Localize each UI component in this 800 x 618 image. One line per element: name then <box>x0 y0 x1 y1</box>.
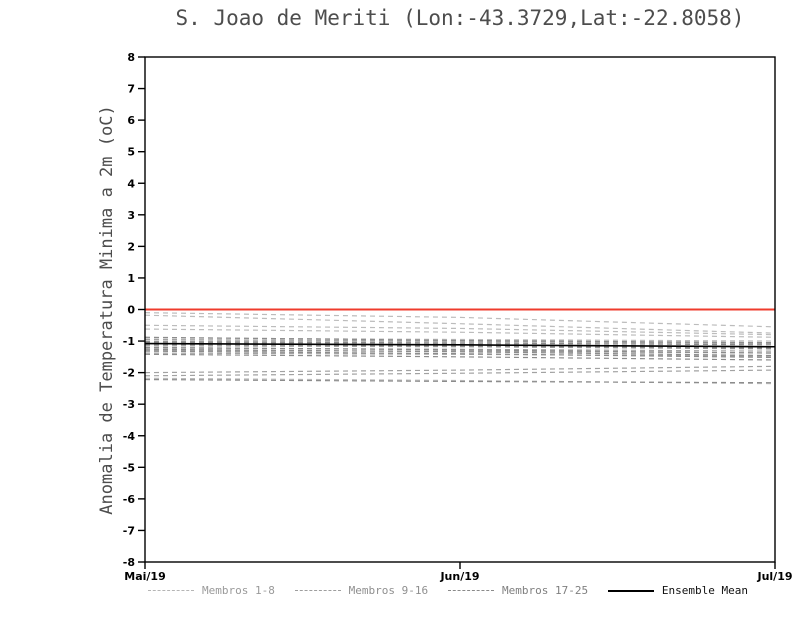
ensemble-member-line <box>144 338 776 345</box>
legend-label: Ensemble Mean <box>661 584 748 597</box>
chart-title: S. Joao de Meriti (Lon:-43.3729,Lat:-22.… <box>175 6 745 30</box>
ensemble-member-line <box>144 324 776 336</box>
y-tick-label: -2 <box>123 367 135 380</box>
y-tick-label: -6 <box>123 493 136 506</box>
legend-label: Membros 1-8 <box>202 584 275 597</box>
y-tick-label: 8 <box>127 51 135 64</box>
legend-item-membros-1-8: Membros 1-8 <box>148 584 275 597</box>
x-tick-label: Mai/19 <box>124 570 165 583</box>
y-tick-label: 1 <box>127 272 135 285</box>
legend-item-ensemble-mean: Ensemble Mean <box>607 584 748 597</box>
ensemble-member-line <box>144 312 776 328</box>
ensemble-member-line <box>144 378 776 384</box>
ensemble-member-line <box>144 345 776 350</box>
ensemble-member-line <box>144 328 776 338</box>
ensemble-member-line <box>144 348 776 357</box>
x-tick-label: Jun/19 <box>439 570 479 583</box>
legend-item-membros-17-25: Membros 17-25 <box>447 584 589 597</box>
ensemble-member-line <box>144 346 776 354</box>
y-tick-label: -8 <box>123 556 135 569</box>
x-tick-label: Jul/19 <box>756 570 792 583</box>
ensemble-member-line <box>144 369 776 377</box>
ensemble-member-line <box>144 314 776 334</box>
solid-line-swatch <box>607 589 654 592</box>
ensemble-mean-line <box>144 342 776 348</box>
dashed-line-swatch <box>294 590 341 591</box>
dashed-line-swatch <box>148 590 194 591</box>
ensemble-member-line <box>144 347 776 352</box>
legend: Membros 1-8 Membros 9-16 Membros 17-25 E… <box>148 584 748 597</box>
ensemble-member-line <box>144 352 776 357</box>
legend-label: Membros 17-25 <box>501 584 589 597</box>
ensemble-member-line <box>144 353 776 361</box>
ensemble-member-line <box>144 336 776 344</box>
y-tick-label: 3 <box>127 209 135 222</box>
ensemble-member-line <box>144 341 776 346</box>
y-tick-label: -7 <box>123 524 135 537</box>
y-tick-label: -1 <box>123 335 135 348</box>
dashed-line-swatch <box>447 590 494 591</box>
legend-label: Membros 9-16 <box>348 584 429 597</box>
legend-item-membros-9-16: Membros 9-16 <box>294 584 429 597</box>
ensemble-member-line <box>144 365 776 374</box>
ensemble-member-line <box>144 350 776 359</box>
y-tick-label: -3 <box>123 398 135 411</box>
y-tick-label: 7 <box>127 83 135 96</box>
y-tick-label: 4 <box>127 177 135 190</box>
y-tick-label: 5 <box>127 146 135 159</box>
y-tick-label: 2 <box>127 240 135 253</box>
y-tick-label: 0 <box>127 304 135 317</box>
ensemble-member-line <box>144 337 776 342</box>
y-tick-label: -4 <box>123 430 136 443</box>
y-tick-label: 6 <box>127 114 135 127</box>
y-tick-label: -5 <box>123 461 135 474</box>
